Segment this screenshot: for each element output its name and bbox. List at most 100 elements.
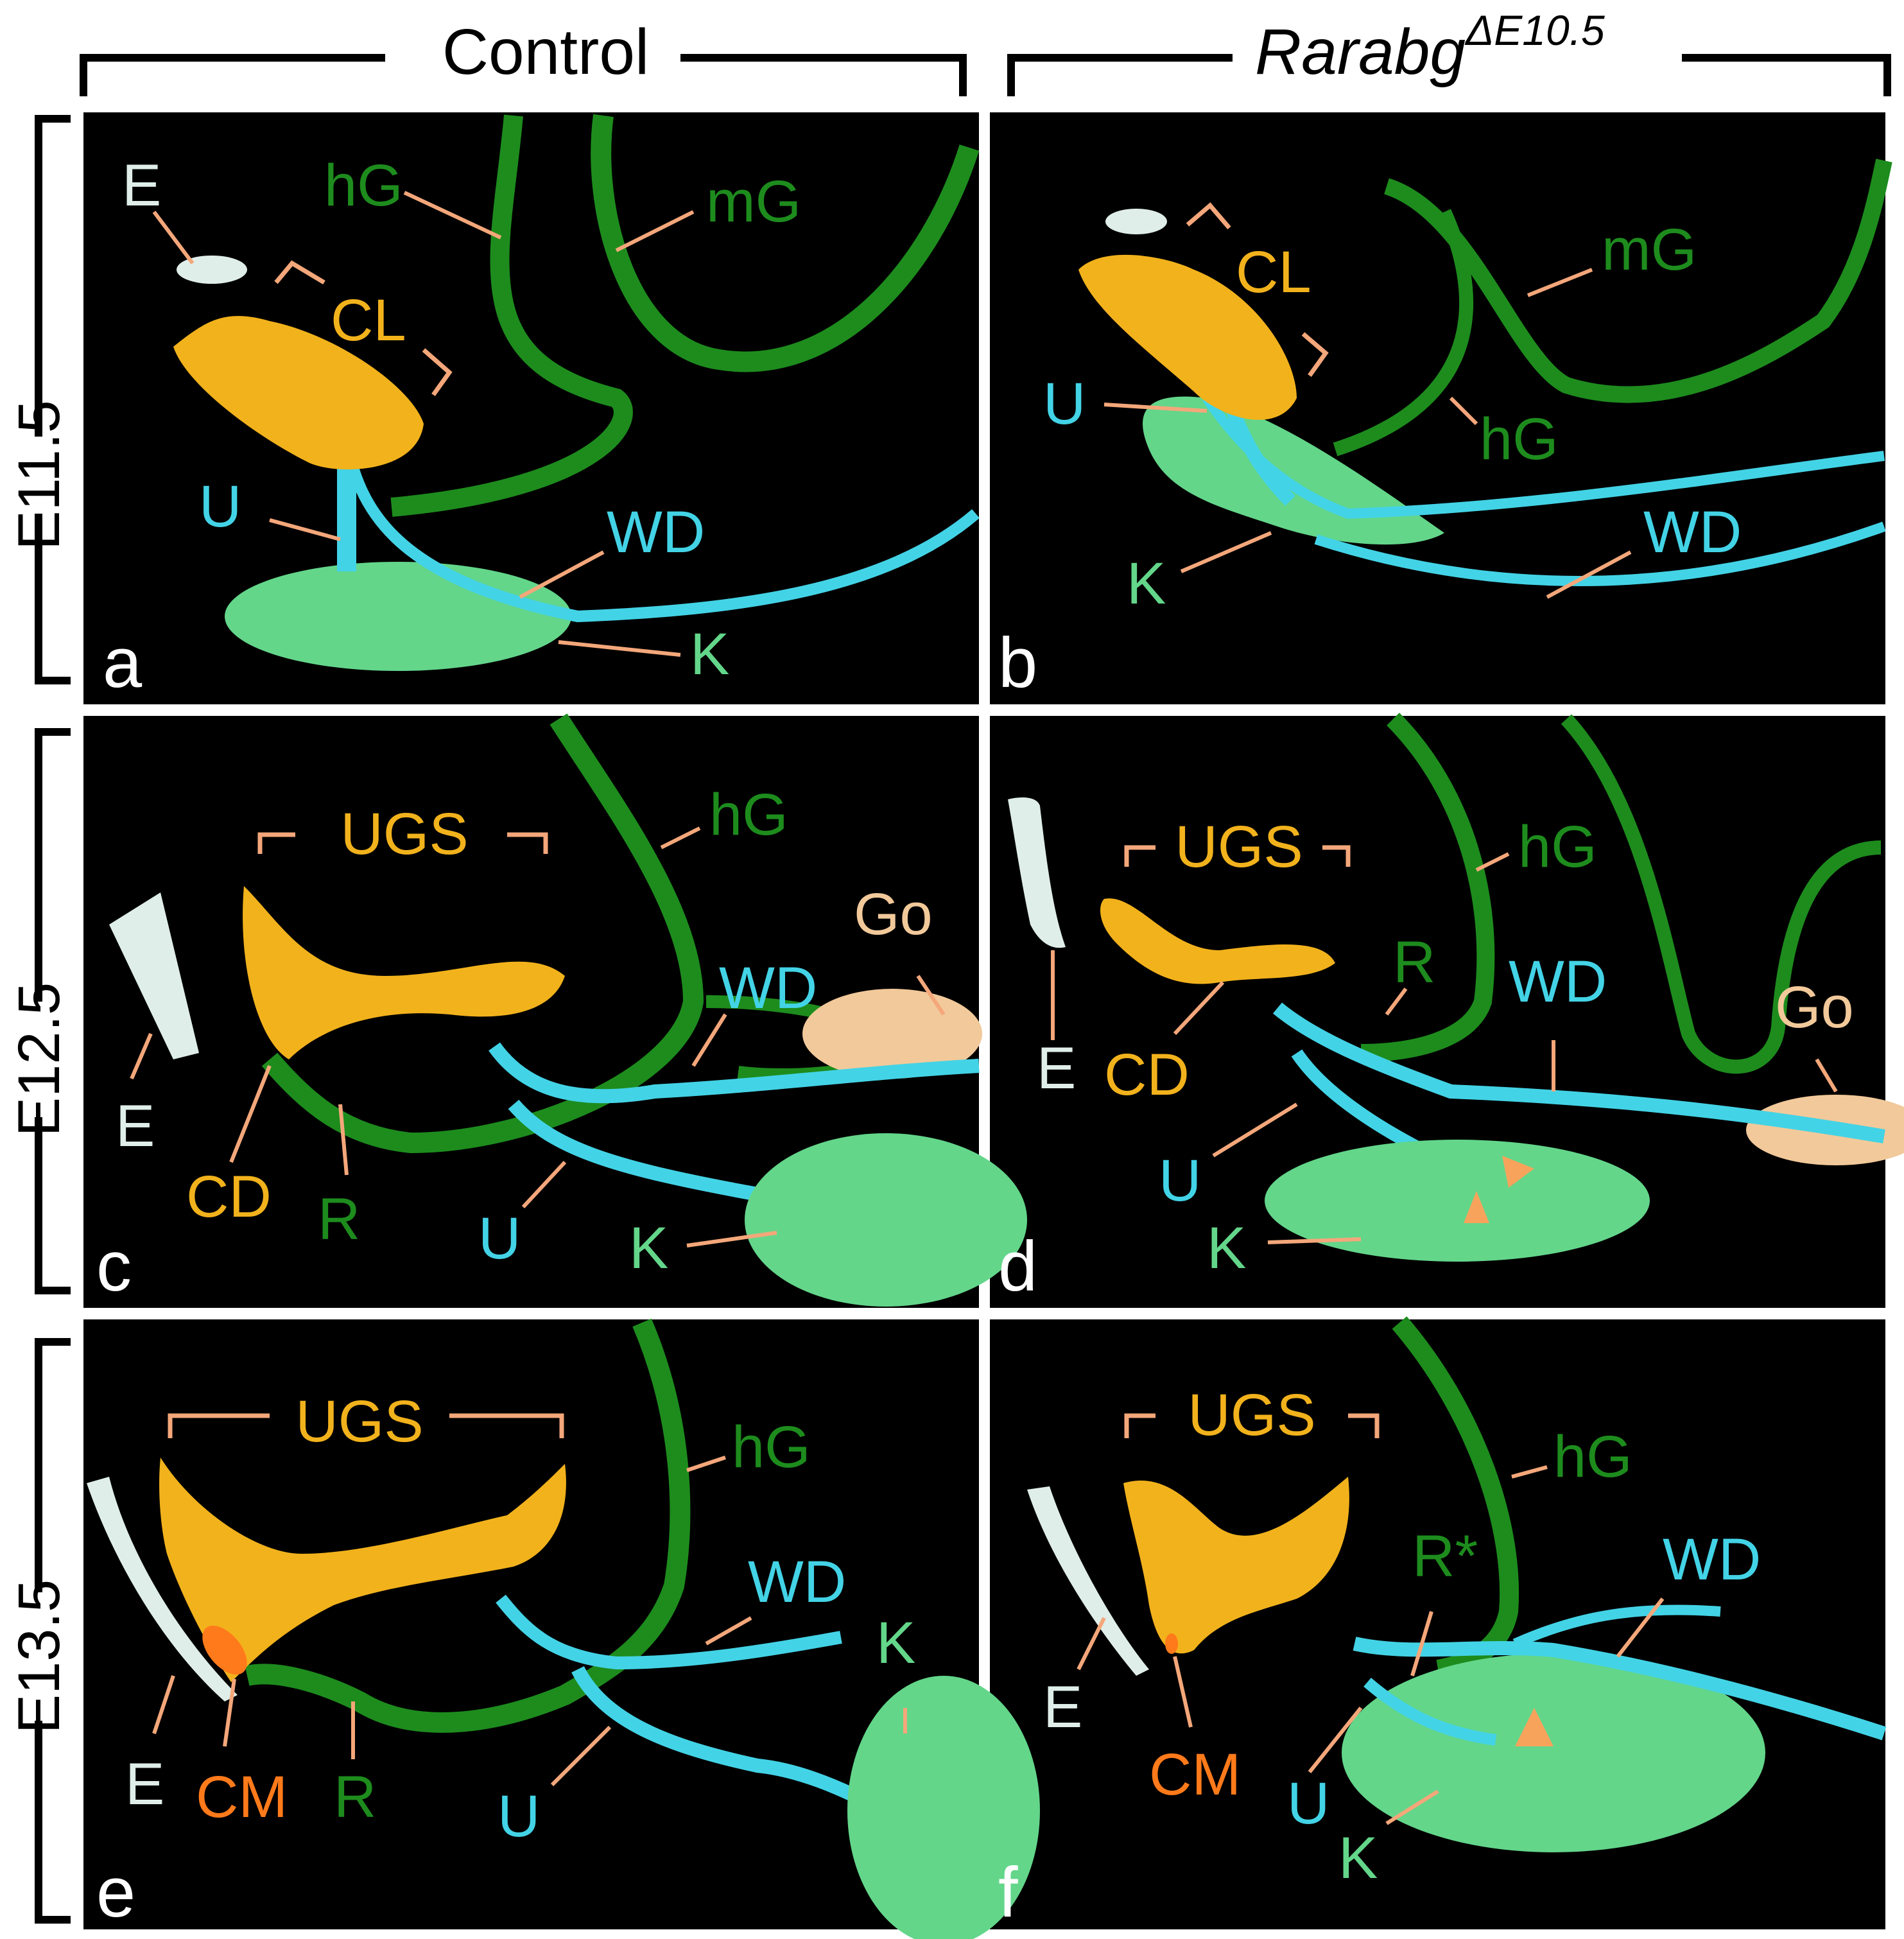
- hindgut-rectum-shape: [1360, 713, 1495, 1062]
- label-hg: hG: [709, 782, 788, 848]
- label-e: E: [1043, 1674, 1082, 1740]
- label-k: K: [629, 1215, 668, 1281]
- label-k: K: [1338, 1825, 1378, 1891]
- panel-d-content: UGS hG R WD Go E CD U K d: [998, 713, 1904, 1306]
- panel-letter-c: c: [96, 1227, 132, 1306]
- label-mg: mG: [706, 169, 801, 234]
- label-e: E: [116, 1093, 155, 1159]
- label-u: U: [478, 1206, 521, 1271]
- hindgut-rectum-shape: [245, 1318, 691, 1733]
- svg-text:E13.5: E13.5: [6, 1579, 72, 1734]
- kidney-shape: [1342, 1653, 1765, 1852]
- label-e: E: [1037, 1036, 1076, 1101]
- label-u: U: [1287, 1771, 1329, 1836]
- row-label-e11-5: E11.5: [6, 115, 72, 684]
- label-cd: CD: [1104, 1042, 1190, 1108]
- cloaca-shape: [1078, 254, 1297, 420]
- label-wd: WD: [1663, 1527, 1761, 1592]
- label-cl: CL: [1236, 239, 1311, 305]
- wolffian-duct-shape: [1272, 1002, 1885, 1143]
- panel-letter-e: e: [96, 1853, 135, 1932]
- wolffian-duct-branch: [1512, 1604, 1721, 1649]
- label-go: Go: [1775, 975, 1854, 1040]
- label-r-star: R*: [1412, 1524, 1478, 1589]
- midgut-shape: [591, 114, 980, 372]
- column-header-mutant: RarabgΔE10.5: [1007, 6, 1891, 96]
- label-r: R: [318, 1187, 360, 1252]
- panel-letter-f: f: [998, 1853, 1018, 1932]
- label-ugs: UGS: [1188, 1382, 1315, 1448]
- label-ugs: UGS: [295, 1389, 423, 1454]
- label-wd: WD: [607, 500, 705, 565]
- label-u: U: [498, 1784, 540, 1849]
- label-e: E: [122, 153, 161, 218]
- label-r: R: [1393, 930, 1435, 995]
- label-wd: WD: [719, 955, 817, 1021]
- label-go: Go: [854, 882, 933, 947]
- panel-b-content: CL mG U hG WD K b: [998, 159, 1892, 702]
- row-label-e13-5: E13.5: [6, 1338, 72, 1924]
- label-cl: CL: [331, 288, 406, 353]
- cloacal-membrane-shape: [1165, 1633, 1178, 1654]
- panel-e-content: UGS hG WD K E CM R U e: [87, 1318, 1040, 1939]
- label-cm: CM: [1149, 1742, 1241, 1807]
- label-hg: hG: [732, 1414, 811, 1480]
- panel-letter-d: d: [998, 1227, 1037, 1306]
- label-k: K: [1127, 551, 1166, 616]
- hindgut-rectum-shape: [261, 713, 704, 1154]
- label-ugs: UGS: [340, 801, 468, 867]
- label-cd: CD: [186, 1164, 272, 1230]
- arrowhead-2: [1464, 1191, 1489, 1223]
- hindgut-shape: [390, 114, 633, 517]
- panel-a-content: E hG mG CL U WD K a: [103, 114, 980, 702]
- cloacal-membrane-shape: [202, 1625, 247, 1675]
- label-cm: CM: [196, 1764, 288, 1830]
- label-mg: mG: [1602, 217, 1697, 283]
- panel-b: [990, 112, 1885, 704]
- ugs-shape: [159, 1457, 566, 1682]
- ectoderm-shape: [177, 256, 247, 284]
- ureter-shape: [1363, 1678, 1497, 1746]
- kidney-shape: [847, 1676, 1040, 1939]
- ugs-shape: [1100, 898, 1335, 984]
- panel-letter-a: a: [103, 623, 143, 702]
- panel-c-content: UGS hG Go WD E CD R U K c: [96, 713, 1027, 1307]
- label-u: U: [1043, 371, 1086, 437]
- panel-f-content: UGS hG R* WD E CM U K f: [998, 1316, 1887, 1932]
- ectoderm-shape: [1105, 209, 1167, 234]
- label-k: K: [690, 622, 729, 687]
- ectoderm-shape: [1027, 1486, 1149, 1676]
- label-k: K: [1207, 1215, 1246, 1281]
- wolffian-duct-shape: [489, 1042, 980, 1104]
- kidney-shape: [225, 562, 571, 671]
- ugs-shape: [1123, 1477, 1349, 1654]
- column-label-control: Control: [442, 16, 649, 88]
- kidney-shape: [1143, 396, 1444, 545]
- label-e: E: [125, 1752, 164, 1817]
- label-wd: WD: [748, 1549, 846, 1615]
- panel-letter-b: b: [998, 623, 1037, 702]
- wolffian-duct-shape: [341, 442, 980, 623]
- kidney-shape: [1265, 1140, 1650, 1262]
- column-label-mutant: RarabgΔE10.5: [1255, 6, 1605, 88]
- label-ugs: UGS: [1175, 814, 1303, 880]
- label-wd: WD: [1643, 500, 1742, 565]
- ectoderm-shape: [87, 1477, 238, 1701]
- label-u: U: [199, 474, 241, 539]
- label-r: R: [334, 1764, 376, 1830]
- label-hg: hG: [324, 153, 403, 218]
- ectoderm-shape: [1008, 797, 1066, 948]
- kidney-shape: [745, 1133, 1027, 1307]
- gonad-shape: [802, 989, 982, 1079]
- ureter-shape: [508, 1099, 759, 1201]
- label-hg: hG: [1480, 406, 1559, 472]
- cloaca-shape: [173, 316, 424, 470]
- arrowhead: [1515, 1708, 1553, 1746]
- label-hg: hG: [1553, 1424, 1632, 1490]
- midgut-shape: [1383, 159, 1892, 403]
- label-wd: WD: [1509, 949, 1607, 1014]
- label-u: U: [1159, 1148, 1201, 1213]
- ugs-shape: [243, 886, 565, 1059]
- row-label-e12-5: E12.5: [6, 728, 72, 1294]
